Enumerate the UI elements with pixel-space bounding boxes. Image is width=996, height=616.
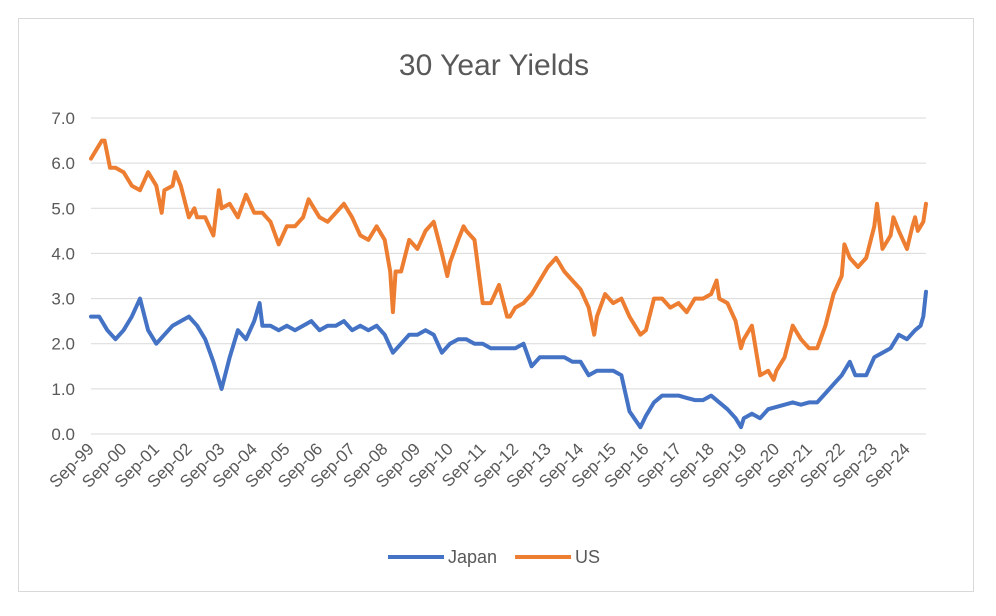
y-tick-label: 7.0 bbox=[51, 109, 75, 128]
y-tick-label: 5.0 bbox=[51, 199, 75, 218]
series-lines bbox=[89, 138, 928, 430]
y-tick-label: 2.0 bbox=[51, 335, 75, 354]
gridlines bbox=[91, 117, 926, 435]
y-tick-label: 1.0 bbox=[51, 380, 75, 399]
x-axis-ticks: Sep-99Sep-00Sep-01Sep-02Sep-03Sep-04Sep-… bbox=[46, 439, 914, 491]
legend-label-japan: Japan bbox=[448, 547, 497, 567]
y-axis-ticks: 0.0 1.0 2.0 3.0 4.0 5.0 6.0 7.0 bbox=[51, 109, 75, 444]
chart-title: 30 Year Yields bbox=[399, 49, 589, 82]
y-tick-label: 4.0 bbox=[51, 244, 75, 263]
y-tick-label: 0.0 bbox=[51, 425, 75, 444]
chart-frame bbox=[18, 18, 974, 592]
y-tick-label: 3.0 bbox=[51, 290, 75, 309]
legend: Japan US bbox=[388, 547, 600, 567]
series-line-us bbox=[89, 138, 928, 382]
legend-label-us: US bbox=[575, 547, 600, 567]
y-tick-label: 6.0 bbox=[51, 154, 75, 173]
series-line-japan bbox=[89, 289, 928, 430]
